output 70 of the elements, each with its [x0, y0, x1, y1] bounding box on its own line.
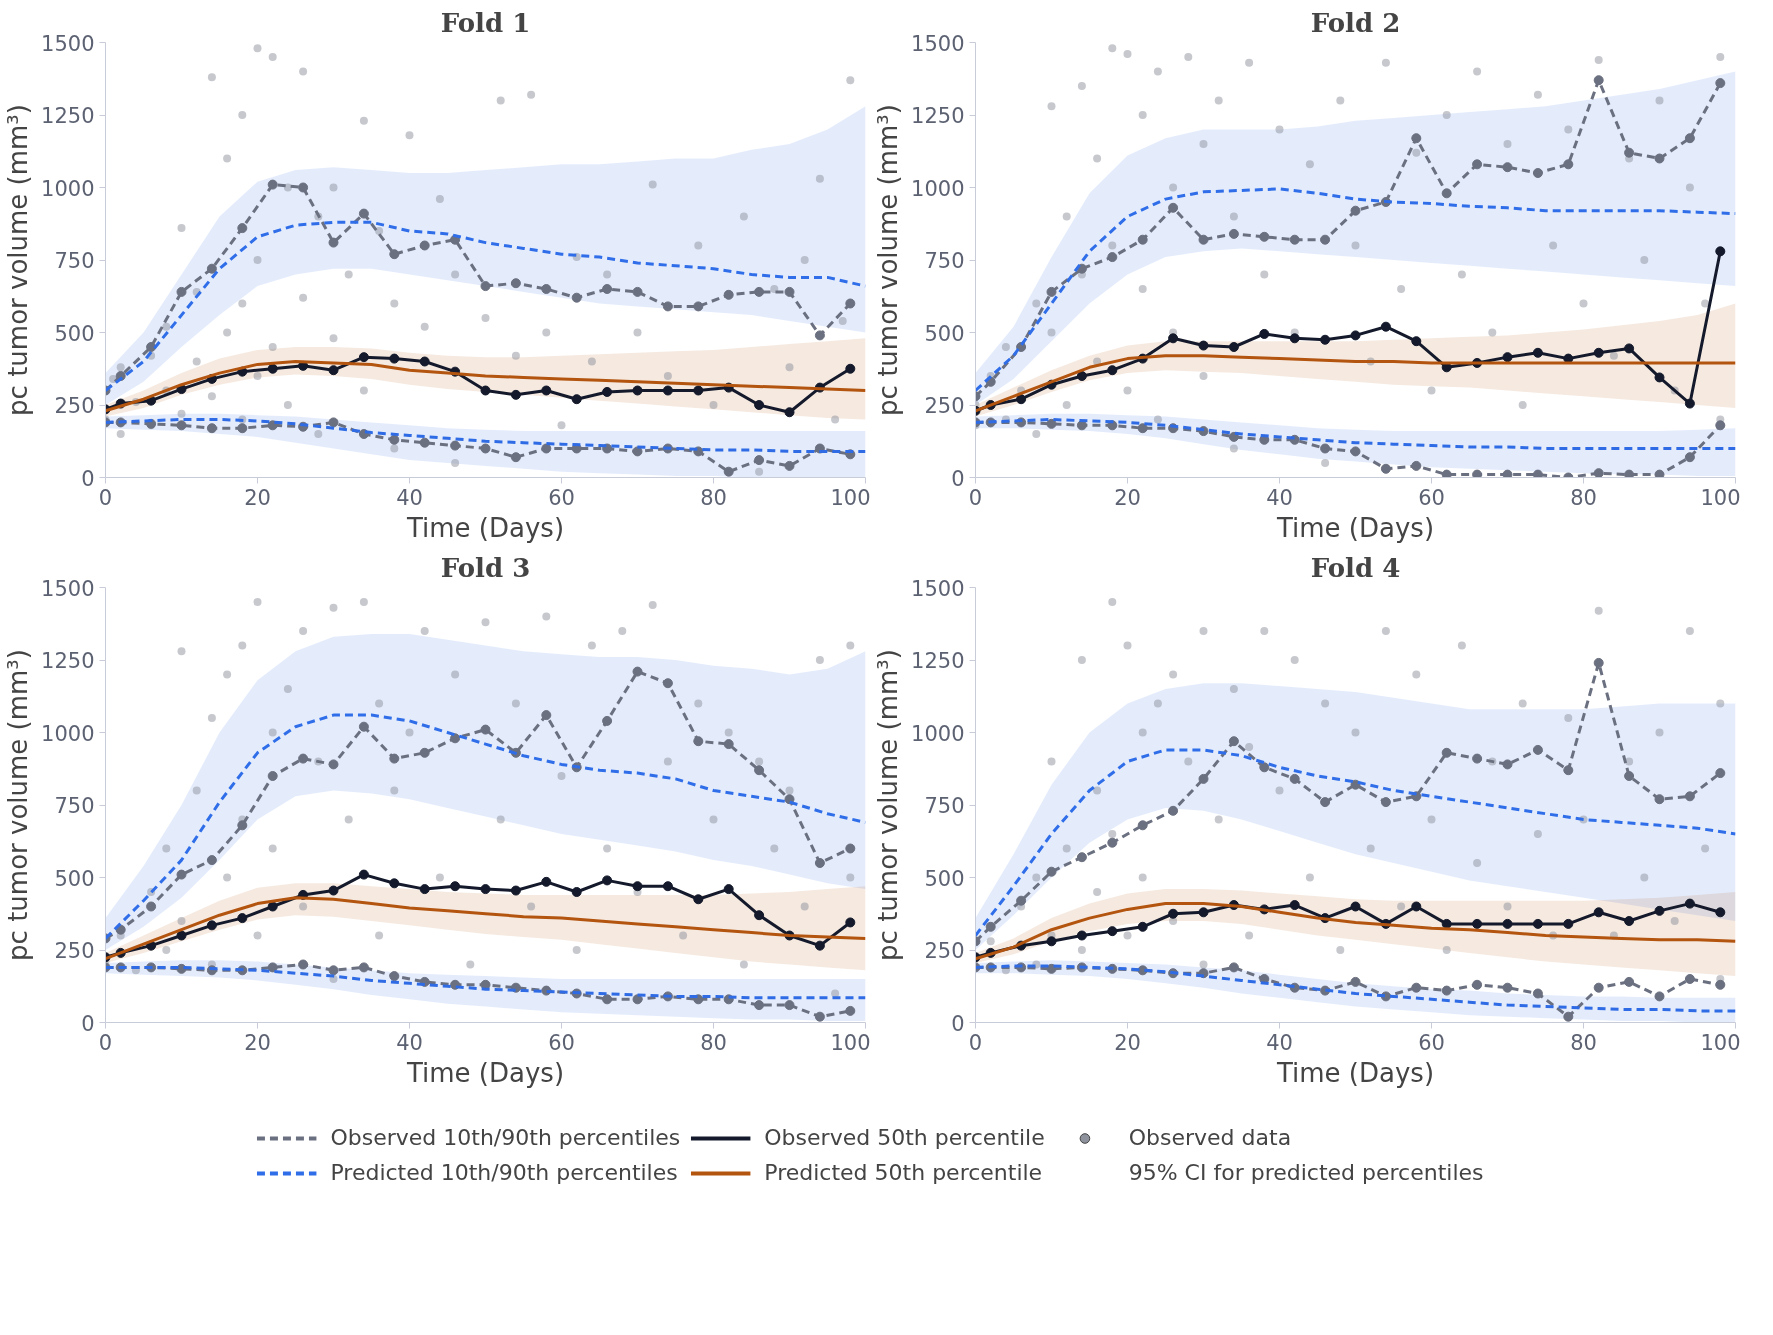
y-tick-label: 1500 [41, 576, 95, 601]
x-tick-label: 60 [548, 1030, 575, 1055]
legend-label: Observed 50th percentile [764, 1125, 1045, 1150]
x-tick-label: 80 [1570, 1030, 1597, 1055]
legend-label: Predicted 50th percentile [764, 1160, 1043, 1185]
y-tick-label: 1500 [911, 31, 965, 56]
y-tick-label: 1000 [911, 721, 965, 746]
chart-title: Fold 1 [440, 7, 531, 38]
y-tick-label: 500 [54, 866, 95, 891]
x-tick-label: 80 [700, 485, 727, 510]
x-axis-title: Time (Days) [1275, 512, 1435, 543]
y-axis-title: pc tumor volume (mm³) [3, 649, 34, 961]
y-tick-label: 1250 [41, 649, 95, 673]
legend-label: Observed data [1128, 1125, 1292, 1150]
y-axis-title: pc tumor volume (mm³) [873, 649, 904, 961]
x-tick-label: 100 [1700, 485, 1741, 510]
y-tick-label: 1250 [41, 104, 95, 128]
x-tick-label: 20 [1114, 485, 1141, 510]
y-tick-label: 1000 [911, 176, 965, 201]
y-tick-label: 1500 [41, 31, 95, 56]
y-tick-label: 500 [924, 321, 965, 346]
y-tick-label: 0 [951, 466, 965, 491]
x-tick-label: 20 [244, 1030, 271, 1055]
chart-title: Fold 4 [1310, 552, 1401, 583]
y-tick-label: 1000 [41, 721, 95, 746]
x-tick-label: 100 [830, 485, 871, 510]
y-tick-label: 250 [54, 394, 95, 418]
x-axis-title: Time (Days) [1275, 1057, 1435, 1088]
text: 95% CI for predicted percentiles [1128, 1160, 1484, 1185]
legend-label: Observed 10th/90th percentiles [330, 1125, 681, 1150]
x-tick-label: 40 [396, 1030, 423, 1055]
y-axis-title: pc tumor volume (mm³) [3, 104, 34, 416]
y-tick-label: 250 [924, 939, 965, 963]
y-tick-label: 1500 [911, 576, 965, 601]
y-tick-label: 0 [81, 1011, 95, 1036]
x-tick-label: 40 [1266, 485, 1293, 510]
x-tick-label: 60 [1418, 1030, 1445, 1055]
x-tick-label: 60 [1418, 485, 1445, 510]
y-tick-label: 0 [81, 466, 95, 491]
x-tick-label: 100 [830, 1030, 871, 1055]
y-tick-label: 500 [924, 866, 965, 891]
x-tick-label: 100 [1700, 1030, 1741, 1055]
y-tick-label: 1250 [911, 104, 965, 128]
x-tick-label: 80 [1570, 485, 1597, 510]
x-axis-title: Time (Days) [405, 512, 565, 543]
y-tick-label: 1250 [911, 649, 965, 673]
x-tick-label: 40 [396, 485, 423, 510]
x-tick-label: 0 [968, 485, 983, 510]
x-tick-label: 20 [1114, 1030, 1141, 1055]
y-tick-label: 750 [54, 794, 95, 818]
y-tick-label: 250 [924, 394, 965, 418]
x-tick-label: 20 [244, 485, 271, 510]
y-tick-label: 750 [54, 249, 95, 273]
x-tick-label: 60 [548, 485, 575, 510]
legend-label: Predicted 10th/90th percentiles [330, 1160, 678, 1185]
y-tick-label: 250 [54, 939, 95, 963]
y-axis-title: pc tumor volume (mm³) [873, 104, 904, 416]
x-tick-label: 0 [98, 485, 113, 510]
y-tick-label: 0 [951, 1011, 965, 1036]
chart-title: Fold 3 [440, 552, 531, 583]
chart-title: Fold 2 [1310, 7, 1401, 38]
y-tick-label: 750 [924, 249, 965, 273]
x-tick-label: 0 [98, 1030, 113, 1055]
x-tick-label: 80 [700, 1030, 727, 1055]
x-tick-label: 0 [968, 1030, 983, 1055]
y-tick-label: 750 [924, 794, 965, 818]
x-tick-label: 40 [1266, 1030, 1293, 1055]
y-tick-label: 1000 [41, 176, 95, 201]
y-tick-label: 500 [54, 321, 95, 346]
x-axis-title: Time (Days) [405, 1057, 565, 1088]
